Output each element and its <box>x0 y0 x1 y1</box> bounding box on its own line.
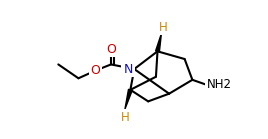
Polygon shape <box>125 89 132 109</box>
Text: O: O <box>91 64 100 77</box>
Polygon shape <box>156 34 161 52</box>
Text: N: N <box>123 63 133 75</box>
Text: H: H <box>159 21 167 34</box>
Text: O: O <box>106 43 116 55</box>
Text: H: H <box>121 111 129 124</box>
Text: NH2: NH2 <box>207 78 232 91</box>
